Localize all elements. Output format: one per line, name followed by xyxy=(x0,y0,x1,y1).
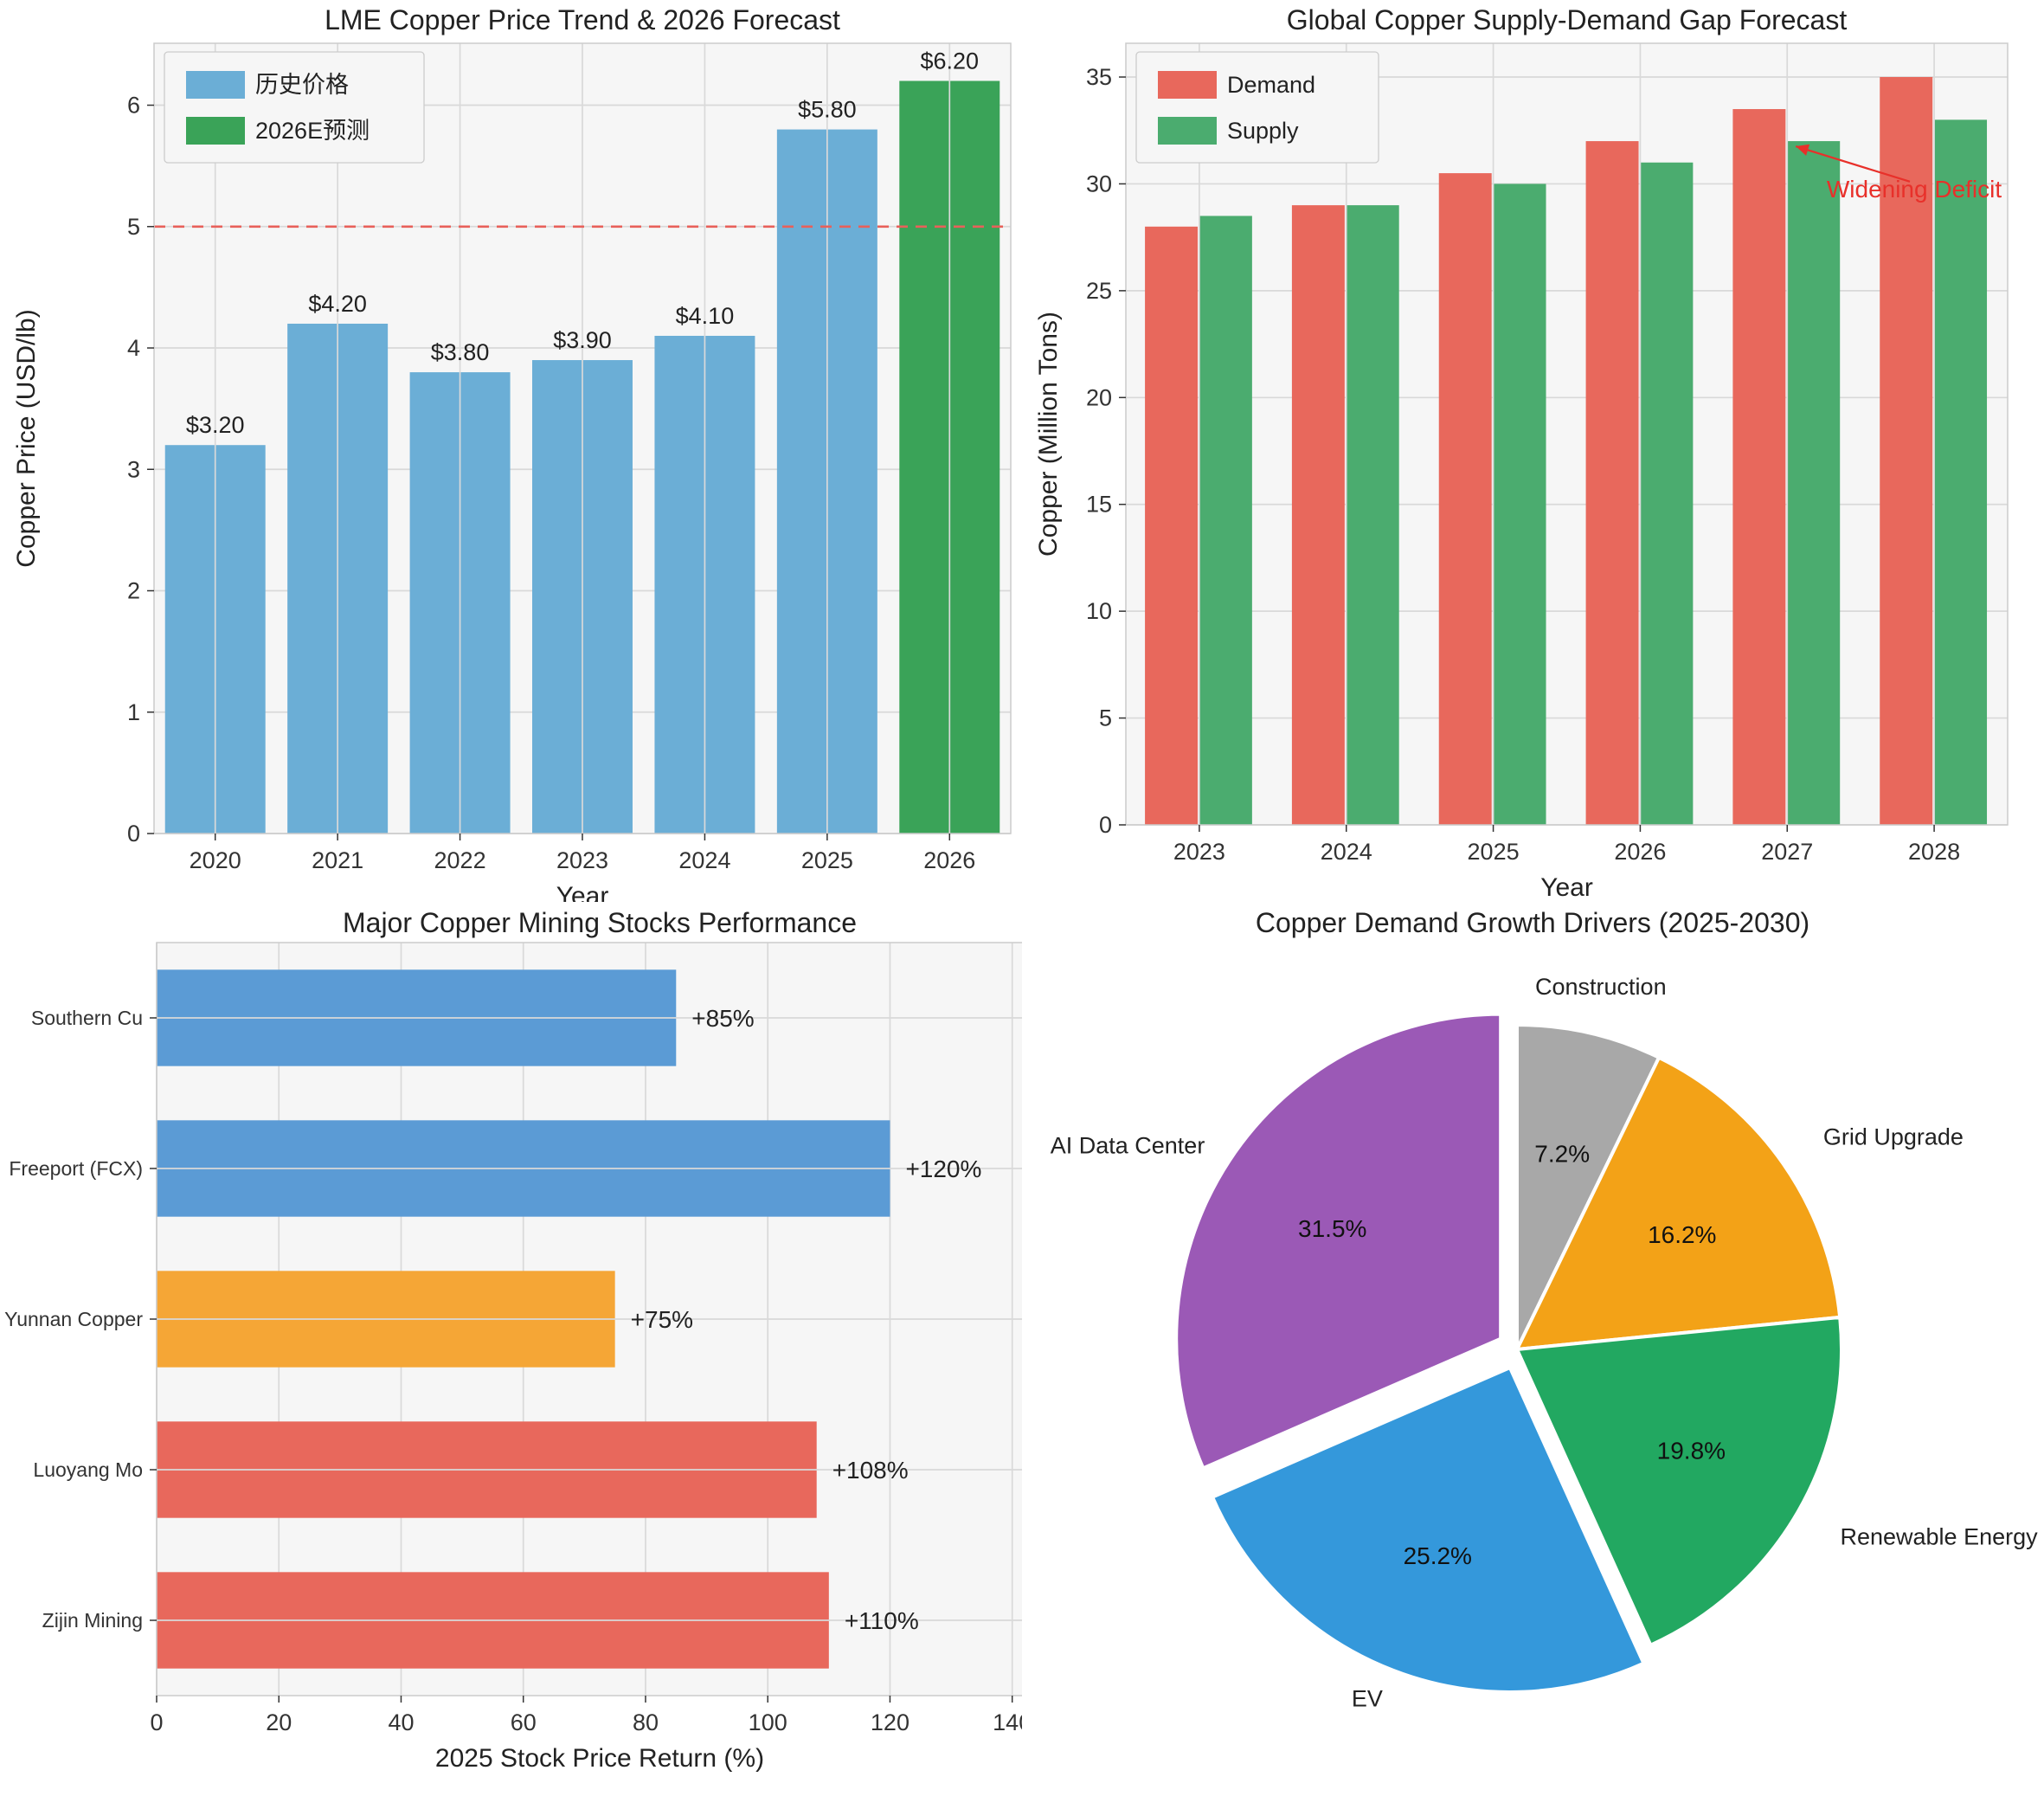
svg-text:历史价格: 历史价格 xyxy=(255,72,349,98)
svg-text:$3.20: $3.20 xyxy=(186,412,245,438)
svg-text:$5.80: $5.80 xyxy=(798,97,857,123)
svg-text:+108%: +108% xyxy=(832,1457,909,1484)
svg-text:Grid Upgrade: Grid Upgrade xyxy=(1823,1123,1964,1149)
svg-text:+75%: +75% xyxy=(631,1306,693,1333)
svg-text:AI Data Center: AI Data Center xyxy=(1051,1132,1205,1158)
svg-text:6: 6 xyxy=(127,93,140,119)
svg-text:2021: 2021 xyxy=(312,847,363,873)
svg-text:0: 0 xyxy=(1099,812,1112,838)
svg-text:Global Copper Supply-Demand Ga: Global Copper Supply-Demand Gap Forecast xyxy=(1287,4,1848,35)
svg-text:5: 5 xyxy=(127,214,140,240)
svg-text:2026: 2026 xyxy=(923,847,975,873)
svg-text:2027: 2027 xyxy=(1761,839,1813,865)
svg-text:15: 15 xyxy=(1086,492,1112,518)
svg-text:30: 30 xyxy=(1086,171,1112,196)
svg-text:$4.10: $4.10 xyxy=(676,303,735,329)
svg-text:16.2%: 16.2% xyxy=(1648,1221,1716,1248)
svg-text:Copper Demand Growth Drivers (: Copper Demand Growth Drivers (2025-2030) xyxy=(1256,907,1809,938)
svg-text:2024: 2024 xyxy=(1321,839,1372,865)
svg-text:0: 0 xyxy=(150,1709,163,1735)
svg-text:100: 100 xyxy=(749,1709,787,1735)
svg-text:120: 120 xyxy=(871,1709,910,1735)
svg-text:2023: 2023 xyxy=(556,847,608,873)
svg-text:60: 60 xyxy=(511,1709,537,1735)
svg-text:35: 35 xyxy=(1086,64,1112,90)
svg-text:Demand: Demand xyxy=(1227,72,1315,98)
svg-text:7.2%: 7.2% xyxy=(1534,1140,1590,1167)
svg-text:19.8%: 19.8% xyxy=(1657,1437,1726,1464)
svg-text:LME Copper Price Trend & 2026: LME Copper Price Trend & 2026 Forecast xyxy=(325,4,840,35)
svg-text:Supply: Supply xyxy=(1227,118,1299,144)
svg-text:Copper (Million Tons): Copper (Million Tons) xyxy=(1034,312,1063,557)
svg-text:20: 20 xyxy=(266,1709,292,1735)
svg-text:20: 20 xyxy=(1086,384,1112,410)
svg-text:Construction: Construction xyxy=(1535,973,1667,999)
svg-text:Luoyang Mo: Luoyang Mo xyxy=(33,1458,143,1481)
svg-text:Widening Deficit: Widening Deficit xyxy=(1827,176,2002,203)
svg-text:Yunnan Copper: Yunnan Copper xyxy=(4,1308,143,1330)
svg-text:0: 0 xyxy=(127,821,140,847)
svg-text:Year: Year xyxy=(1540,873,1593,902)
svg-text:$6.20: $6.20 xyxy=(921,48,980,74)
svg-text:Year: Year xyxy=(556,882,609,902)
svg-text:Major Copper Mining Stocks Per: Major Copper Mining Stocks Performance xyxy=(343,907,857,938)
svg-text:25.2%: 25.2% xyxy=(1404,1542,1472,1568)
svg-text:2: 2 xyxy=(127,578,140,604)
svg-text:Zijin Mining: Zijin Mining xyxy=(42,1609,143,1632)
svg-text:5: 5 xyxy=(1099,705,1112,731)
svg-text:Freeport (FCX): Freeport (FCX) xyxy=(9,1157,143,1180)
svg-text:2024: 2024 xyxy=(678,847,730,873)
svg-text:Southern Cu: Southern Cu xyxy=(31,1007,143,1029)
svg-text:$4.20: $4.20 xyxy=(308,291,367,317)
svg-text:1: 1 xyxy=(127,699,140,725)
svg-text:2028: 2028 xyxy=(1908,839,1960,865)
svg-text:2026E预测: 2026E预测 xyxy=(255,118,370,144)
svg-text:2025: 2025 xyxy=(1468,839,1520,865)
svg-text:25: 25 xyxy=(1086,278,1112,304)
svg-text:10: 10 xyxy=(1086,598,1112,624)
svg-text:31.5%: 31.5% xyxy=(1298,1215,1366,1242)
svg-text:$3.80: $3.80 xyxy=(431,339,490,365)
svg-text:80: 80 xyxy=(633,1709,659,1735)
svg-text:2020: 2020 xyxy=(190,847,241,873)
svg-text:$3.90: $3.90 xyxy=(553,327,612,353)
svg-text:4: 4 xyxy=(127,335,140,361)
svg-text:2026: 2026 xyxy=(1614,839,1666,865)
svg-text:+120%: +120% xyxy=(905,1156,981,1182)
svg-text:3: 3 xyxy=(127,456,140,482)
svg-text:+85%: +85% xyxy=(691,1005,754,1032)
svg-text:2025 Stock Price Return (%): 2025 Stock Price Return (%) xyxy=(435,1744,764,1773)
svg-text:2022: 2022 xyxy=(434,847,486,873)
svg-text:2025: 2025 xyxy=(801,847,853,873)
svg-text:+110%: +110% xyxy=(845,1607,919,1634)
svg-text:Copper Price (USD/lb): Copper Price (USD/lb) xyxy=(12,309,41,567)
svg-text:40: 40 xyxy=(388,1709,414,1735)
svg-text:2023: 2023 xyxy=(1173,839,1225,865)
svg-text:Renewable Energy: Renewable Energy xyxy=(1840,1523,2038,1549)
svg-text:EV: EV xyxy=(1352,1685,1383,1711)
